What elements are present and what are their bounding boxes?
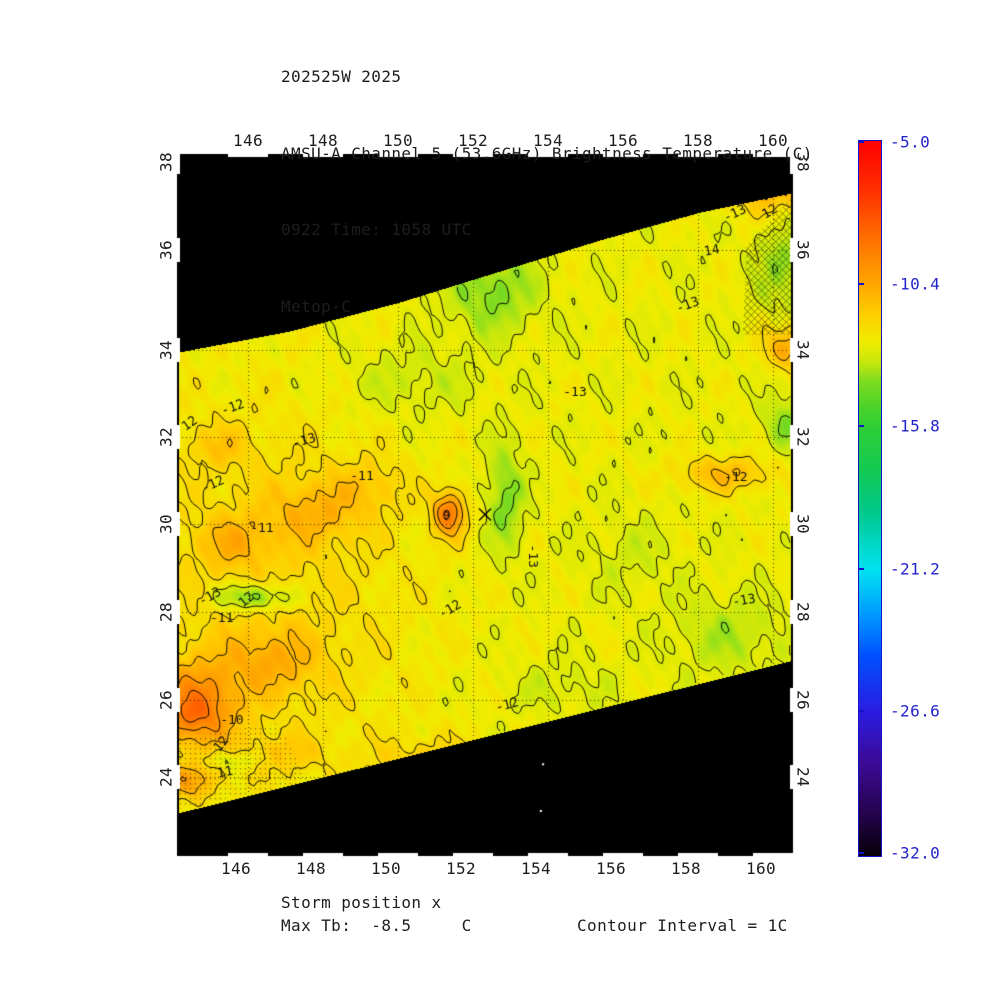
x-axis-tick-label-top: 160 [757,131,789,150]
colorbar-tick-label: -10.4 [890,274,941,294]
colorbar-tick-label: -21.2 [890,559,941,579]
x-axis-tick-label-bottom: 154 [520,859,552,878]
y-axis-tick-label-left: 28 [156,601,176,623]
x-axis-tick-label-top: 148 [307,131,339,150]
x-axis-tick-label-bottom: 148 [295,859,327,878]
x-axis-tick-label-bottom: 158 [670,859,702,878]
x-axis-tick-label-top: 150 [382,131,414,150]
colorbar-tick-label: -26.6 [890,701,941,721]
title-satellite: Metop-C [281,296,352,316]
colorbar-tick-label: -32.0 [890,843,941,863]
max-tb-value: Max Tb: -8.5 C [281,916,472,935]
colorbar-tick-label: -15.8 [890,416,941,436]
x-axis-tick-label-bottom: 152 [445,859,477,878]
colorbar-tick-mark [858,852,864,854]
x-axis-tick-label-bottom: 156 [595,859,627,878]
y-axis-tick-label-right: 30 [793,513,813,535]
x-axis-tick-label-top: 152 [457,131,489,150]
x-axis-tick-label-top: 156 [607,131,639,150]
storm-position-legend: Storm position x [281,893,442,912]
title-storm-id: 202525W 2025 [281,67,402,86]
y-axis-tick-label-left: 26 [156,689,176,711]
y-axis-tick-label-right: 26 [793,689,813,711]
y-axis-tick-label-right: 32 [793,426,813,448]
colorbar-tick-mark [858,709,864,712]
y-axis-tick-label-right: 38 [793,151,813,173]
y-axis-tick-label-left: 36 [156,239,176,261]
y-axis-tick-label-right: 36 [793,239,813,261]
colorbar-tick-mark [858,567,864,570]
x-axis-tick-label-bottom: 150 [370,859,402,878]
x-axis-tick-label-top: 158 [682,131,714,150]
title-product: AMSU-A Channel 5 (53.6GHz) Brightness Te… [281,143,813,163]
contour-interval-label: Contour Interval = 1C [577,916,788,935]
x-axis-tick-label-bottom: 146 [220,859,252,878]
title-block: 202525W 2025 AMSU-A Channel 5 (53.6GHz) … [281,13,813,345]
title-time: 0922 Time: 1058 UTC [281,220,472,239]
y-axis-tick-label-right: 34 [793,339,813,361]
y-axis-tick-label-left: 38 [156,151,176,173]
y-axis-tick-label-left: 34 [156,339,176,361]
x-axis-tick-label-top: 154 [532,131,564,150]
colorbar [858,140,882,857]
colorbar-tick-label: -5.0 [890,132,931,152]
colorbar-tick-mark [858,283,864,286]
y-axis-tick-label-right: 28 [793,601,813,623]
x-axis-tick-label-top: 146 [232,131,264,150]
colorbar-tick-mark [858,141,864,143]
y-axis-tick-label-left: 24 [156,766,176,788]
y-axis-tick-label-left: 32 [156,426,176,448]
y-axis-tick-label-right: 24 [793,766,813,788]
colorbar-tick-mark [858,425,864,428]
y-axis-tick-label-left: 30 [156,513,176,535]
x-axis-tick-label-bottom: 160 [745,859,777,878]
